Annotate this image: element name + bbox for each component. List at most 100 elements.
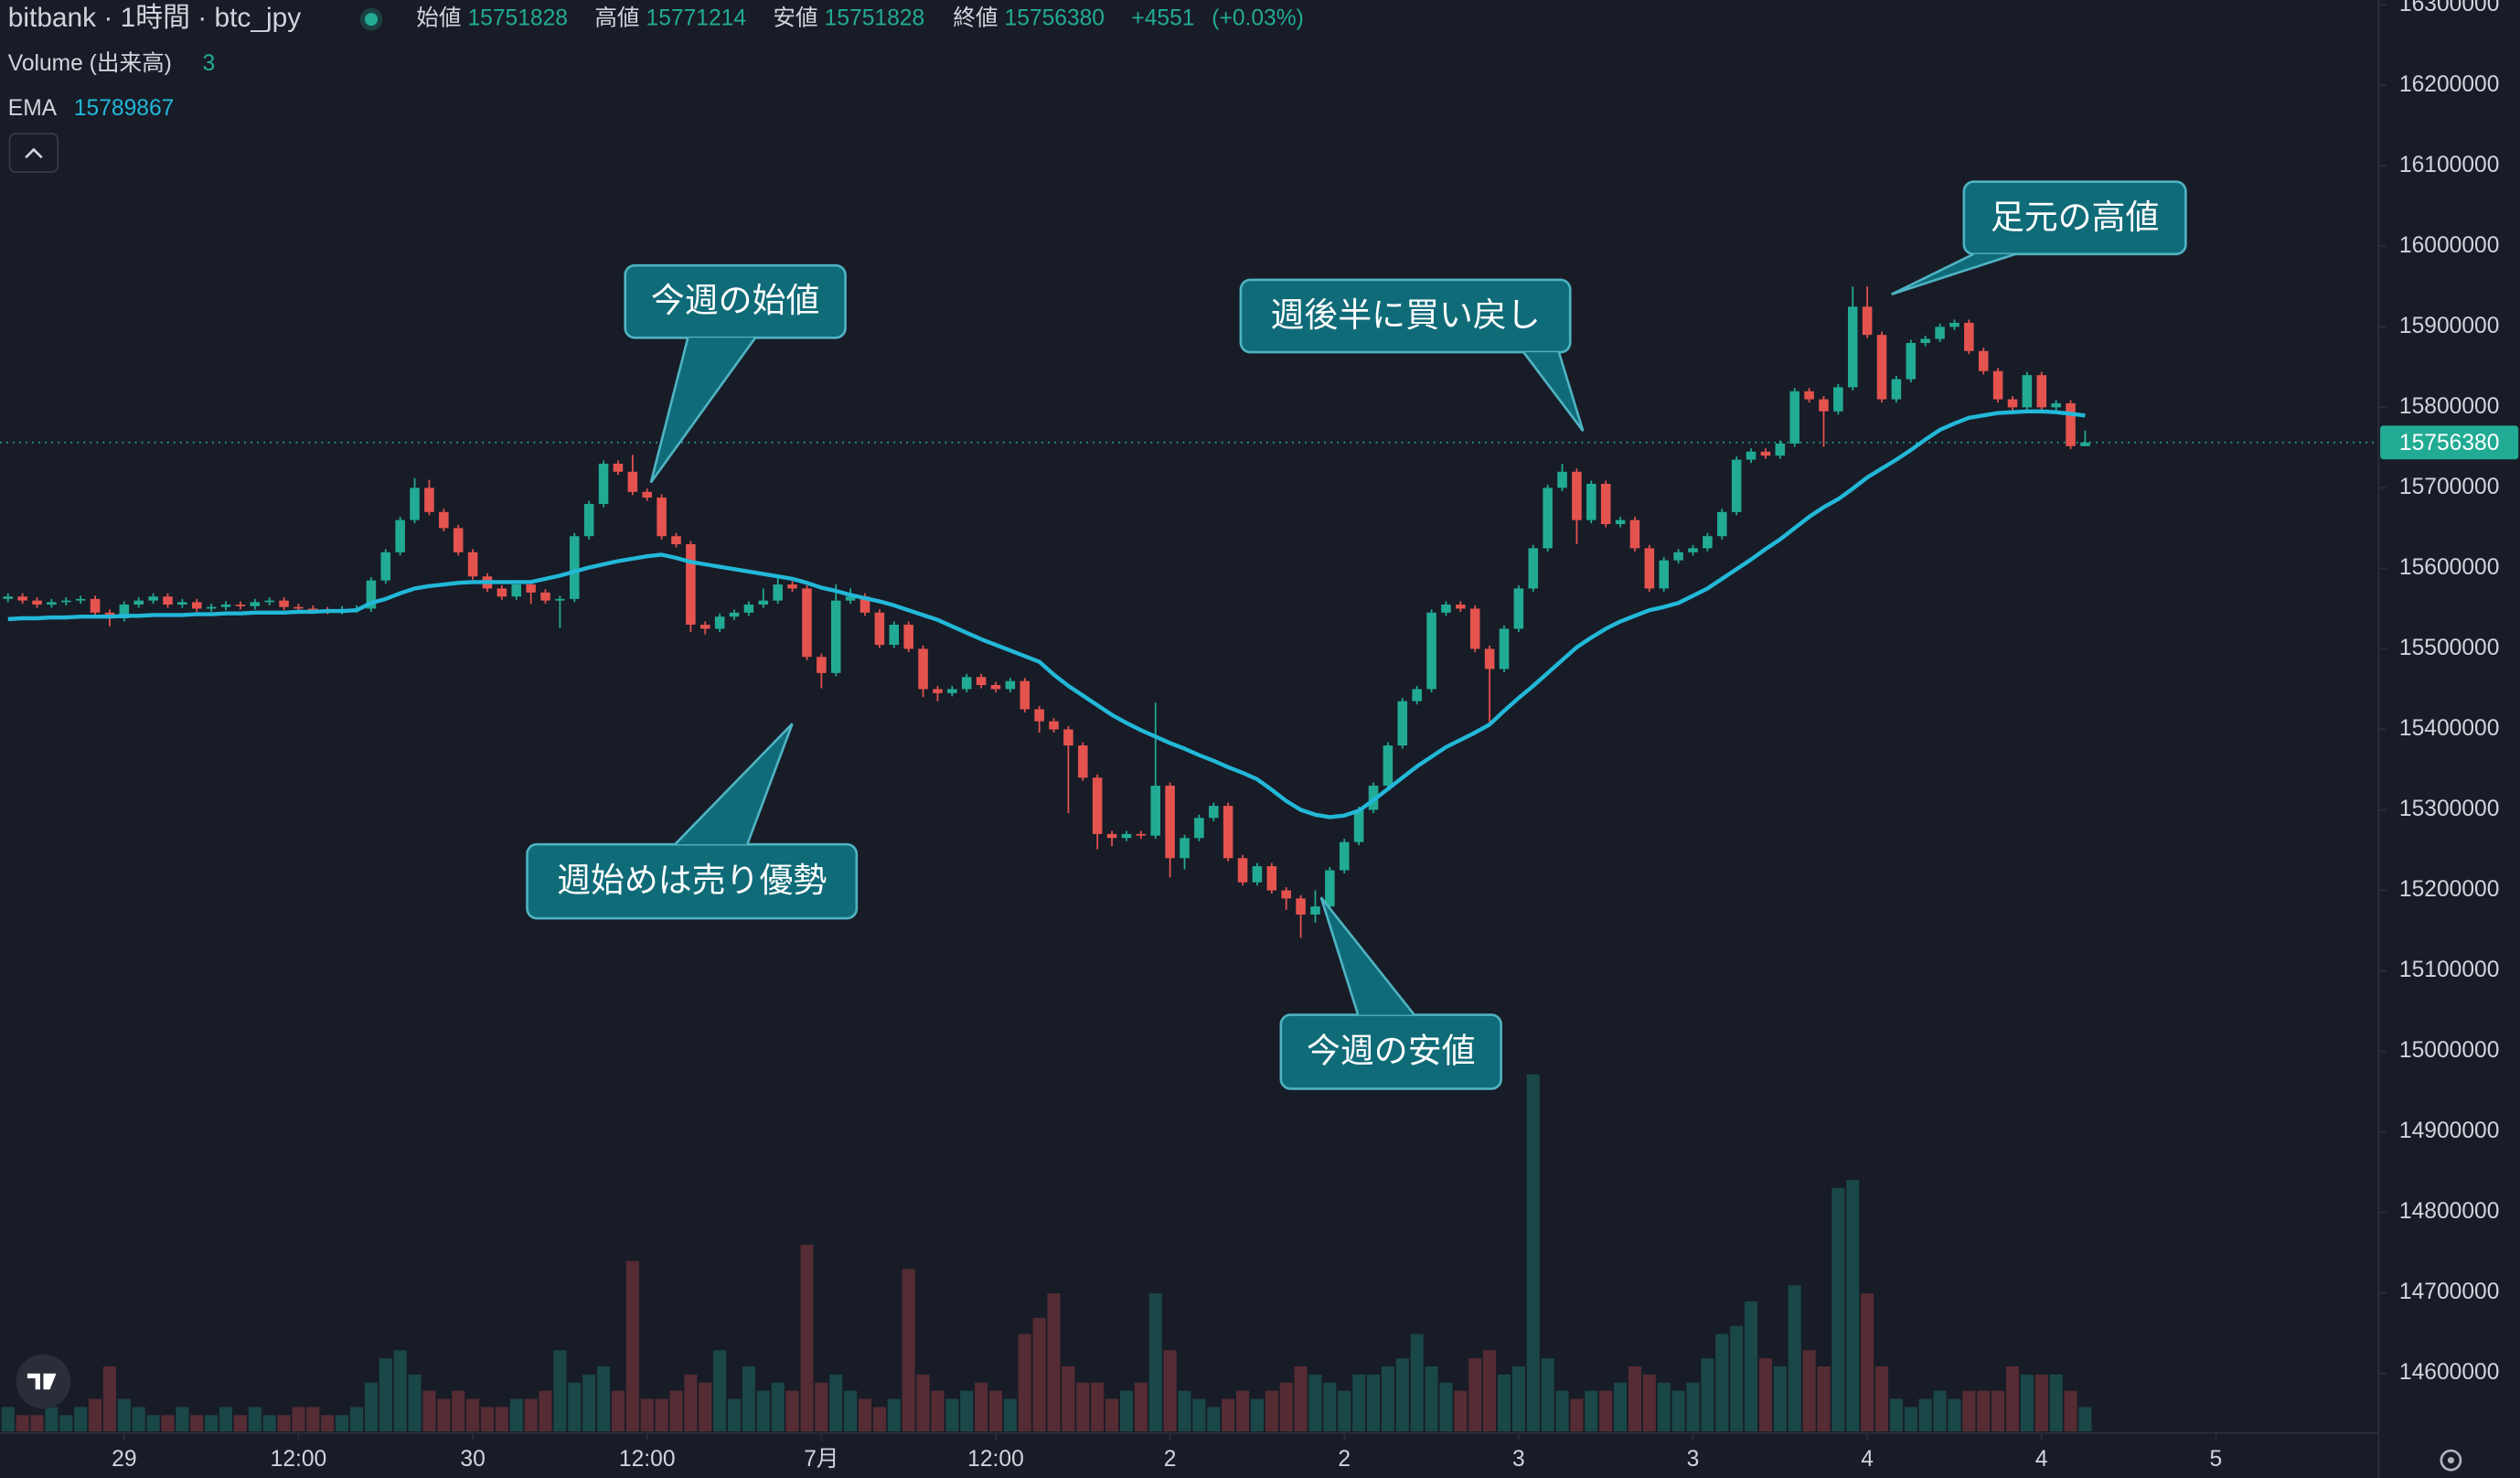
volume-bar: [916, 1374, 930, 1432]
last-price-label: 15756380: [2399, 431, 2499, 455]
volume-bar: [1526, 1074, 1540, 1432]
candle-body: [439, 511, 449, 529]
volume-bar: [1148, 1293, 1162, 1432]
volume-bar: [1642, 1374, 1656, 1432]
volume-bar: [336, 1415, 349, 1432]
candle-body: [497, 588, 507, 597]
volume-bar: [1439, 1382, 1453, 1432]
settings-icon[interactable]: [2440, 1449, 2462, 1472]
candle-body: [1020, 680, 1030, 710]
candle-body: [686, 544, 696, 626]
candle-body: [1746, 451, 1757, 460]
candle-body: [279, 600, 289, 607]
candle-body: [1499, 628, 1510, 669]
volume-bar: [1003, 1398, 1017, 1432]
volume-bar: [669, 1390, 683, 1432]
candle-body: [1353, 809, 1364, 842]
candle-body: [860, 596, 870, 613]
logo[interactable]: [16, 1354, 71, 1409]
candle-body: [874, 612, 885, 646]
volume-bar: [1134, 1382, 1148, 1432]
volume-bar: [1555, 1390, 1569, 1432]
volume-bar: [1657, 1382, 1671, 1432]
volume-bar: [1395, 1358, 1409, 1432]
callout-tail-edge: [649, 337, 757, 484]
candle-body: [714, 616, 725, 629]
volume-bar: [277, 1415, 291, 1432]
candle-body: [1703, 536, 1713, 549]
volume-bar: [205, 1415, 219, 1432]
y-tick-label: 15500000: [2399, 636, 2499, 660]
volume-bar: [1381, 1366, 1394, 1432]
volume-bar: [452, 1390, 465, 1432]
volume-bar: [728, 1398, 742, 1432]
volume-bar: [1207, 1407, 1221, 1432]
volume-bar: [1817, 1366, 1831, 1432]
candle-body: [1078, 745, 1088, 778]
candle-body: [1978, 350, 1989, 371]
x-tick-label: 12:00: [967, 1447, 1024, 1472]
volume-bar: [480, 1407, 495, 1432]
candle-body: [3, 596, 14, 599]
candle-body: [1005, 680, 1016, 690]
volume-bar: [1497, 1374, 1511, 1432]
volume-value: 3: [202, 51, 215, 76]
volume-bar: [1105, 1398, 1119, 1432]
ema-value: 15789867: [74, 96, 174, 121]
candle-body: [1659, 560, 1670, 589]
volume-bar: [1745, 1301, 1758, 1432]
candle-body: [555, 598, 565, 601]
volume-bar: [1889, 1398, 1903, 1432]
volume-bar: [306, 1407, 320, 1432]
candle-body: [1586, 484, 1596, 520]
candle-body: [1949, 322, 1959, 327]
candle-body: [1513, 588, 1524, 629]
x-tick-label: 3: [1512, 1447, 1525, 1472]
collapse-button[interactable]: [8, 133, 59, 174]
volume-bar: [582, 1374, 596, 1432]
volume-bar: [1308, 1374, 1322, 1432]
candle-body: [583, 504, 594, 537]
callout-box: [1962, 180, 2187, 256]
volume-bar: [349, 1407, 364, 1432]
volume-bar: [1091, 1382, 1105, 1432]
change-percent: (+0.03%): [1212, 6, 1304, 31]
x-tick-label: 3: [1687, 1447, 1700, 1472]
volume-bar: [699, 1382, 712, 1432]
candle-body: [1325, 870, 1335, 907]
callout-text: 今週の始値: [651, 282, 819, 319]
candle-body: [830, 600, 841, 673]
candle-body: [845, 596, 856, 601]
candle-body: [308, 608, 318, 611]
candle-body: [1339, 841, 1350, 871]
candle-body: [743, 605, 754, 613]
volume-bar: [509, 1398, 523, 1432]
candle-body: [1629, 519, 1640, 549]
candle-body: [380, 552, 391, 581]
candle-body: [699, 625, 710, 629]
volume-label: Volume (出来高): [8, 50, 172, 76]
candle-body: [933, 689, 943, 693]
candle-body: [1847, 306, 1858, 388]
volume-bar: [539, 1390, 552, 1432]
volume-bar: [1366, 1374, 1381, 1432]
volume-bar: [1410, 1333, 1424, 1432]
candle-body: [817, 657, 827, 673]
candle-body: [1441, 605, 1451, 613]
volume-bar: [1686, 1382, 1700, 1432]
y-tick-label: 16300000: [2399, 0, 2499, 16]
y-tick-label: 15100000: [2399, 958, 2499, 982]
volume-bar: [611, 1390, 625, 1432]
candle-body: [177, 602, 187, 605]
y-tick-label: 15900000: [2399, 314, 2499, 338]
x-tick-label: 12:00: [271, 1447, 327, 1472]
volume-bar: [1904, 1407, 1917, 1432]
candle-body: [1296, 898, 1306, 915]
volume-bar: [1178, 1390, 1191, 1432]
volume-bar: [89, 1398, 102, 1432]
x-tick-label: 12:00: [619, 1447, 676, 1472]
candle-body: [976, 677, 987, 686]
chart-title: bitbank · 1時間 · btc_jpy: [8, 3, 301, 33]
callout-tail-edge: [674, 723, 794, 846]
y-tick-label: 14700000: [2399, 1280, 2499, 1304]
